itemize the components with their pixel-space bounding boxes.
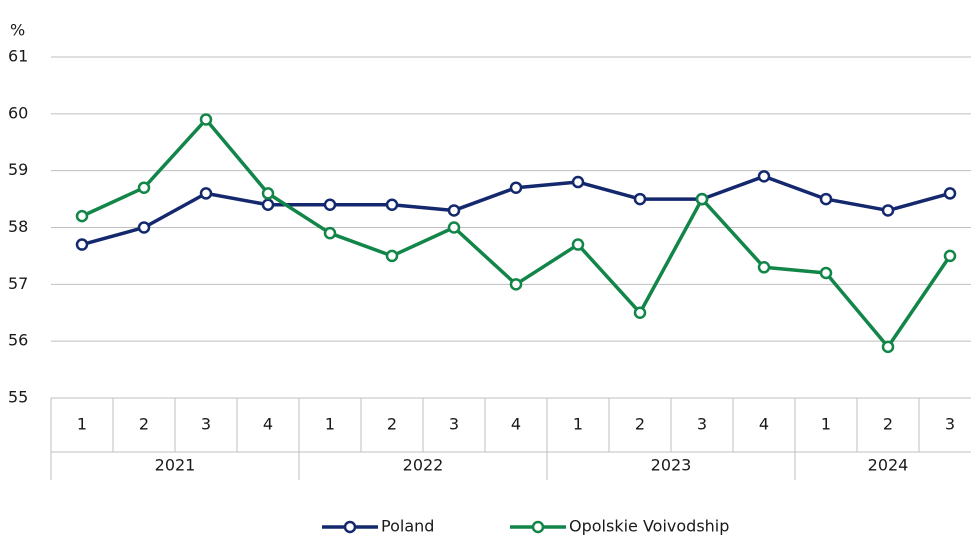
point bbox=[571, 175, 585, 189]
point bbox=[323, 198, 337, 212]
point bbox=[695, 192, 709, 206]
point bbox=[137, 181, 151, 194]
point bbox=[943, 249, 957, 263]
point bbox=[633, 306, 647, 319]
point bbox=[819, 192, 833, 206]
x-tick-label: 2 bbox=[387, 415, 397, 434]
point bbox=[881, 204, 895, 217]
point bbox=[509, 278, 523, 291]
x-tick-label: 1 bbox=[573, 415, 583, 434]
x-tick-label: 3 bbox=[945, 415, 955, 434]
x-tick-label: 1 bbox=[77, 415, 87, 434]
x-group-label: 2022 bbox=[403, 456, 444, 475]
point bbox=[199, 113, 213, 126]
point bbox=[819, 266, 833, 280]
y-tick-label: 60 bbox=[8, 103, 28, 122]
point bbox=[509, 181, 523, 194]
x-tick-label: 1 bbox=[325, 415, 335, 434]
x-tick-label: 2 bbox=[139, 415, 149, 434]
point bbox=[757, 261, 771, 274]
legend-label: Opolskie Voivodship bbox=[569, 517, 729, 536]
point bbox=[385, 249, 399, 263]
y-unit: % bbox=[10, 21, 25, 40]
x-tick-label: 4 bbox=[263, 415, 273, 434]
point bbox=[447, 204, 461, 217]
legend-label: Poland bbox=[381, 517, 434, 536]
point bbox=[447, 221, 461, 234]
y-tick-label: 55 bbox=[8, 388, 28, 407]
y-tick-label: 56 bbox=[8, 331, 28, 350]
point bbox=[757, 170, 771, 183]
point bbox=[385, 198, 399, 212]
x-tick-label: 1 bbox=[821, 415, 831, 434]
point bbox=[943, 187, 957, 200]
x-tick-label: 3 bbox=[449, 415, 459, 434]
point bbox=[261, 198, 275, 212]
point bbox=[261, 187, 275, 200]
point bbox=[199, 187, 213, 200]
point bbox=[137, 221, 151, 234]
point bbox=[75, 209, 89, 223]
point bbox=[571, 238, 585, 251]
point bbox=[75, 238, 89, 251]
x-group-label: 2023 bbox=[651, 456, 692, 475]
x-group-label: 2024 bbox=[868, 456, 909, 475]
point bbox=[323, 226, 337, 240]
x-tick-label: 2 bbox=[883, 415, 893, 434]
x-tick-label: 3 bbox=[697, 415, 707, 434]
x-group-label: 2021 bbox=[155, 456, 196, 475]
point bbox=[881, 340, 895, 354]
x-tick-label: 3 bbox=[201, 415, 211, 434]
x-tick-label: 4 bbox=[759, 415, 769, 434]
y-tick-label: 58 bbox=[8, 217, 28, 236]
x-tick-label: 2 bbox=[635, 415, 645, 434]
y-tick-label: 61 bbox=[8, 47, 28, 66]
y-tick-label: 59 bbox=[8, 160, 28, 179]
legend-marker bbox=[531, 520, 545, 534]
point bbox=[633, 192, 647, 206]
series-line bbox=[81, 117, 952, 349]
x-tick-label: 4 bbox=[511, 415, 521, 434]
y-tick-label: 57 bbox=[8, 274, 28, 293]
legend-marker bbox=[343, 520, 357, 534]
